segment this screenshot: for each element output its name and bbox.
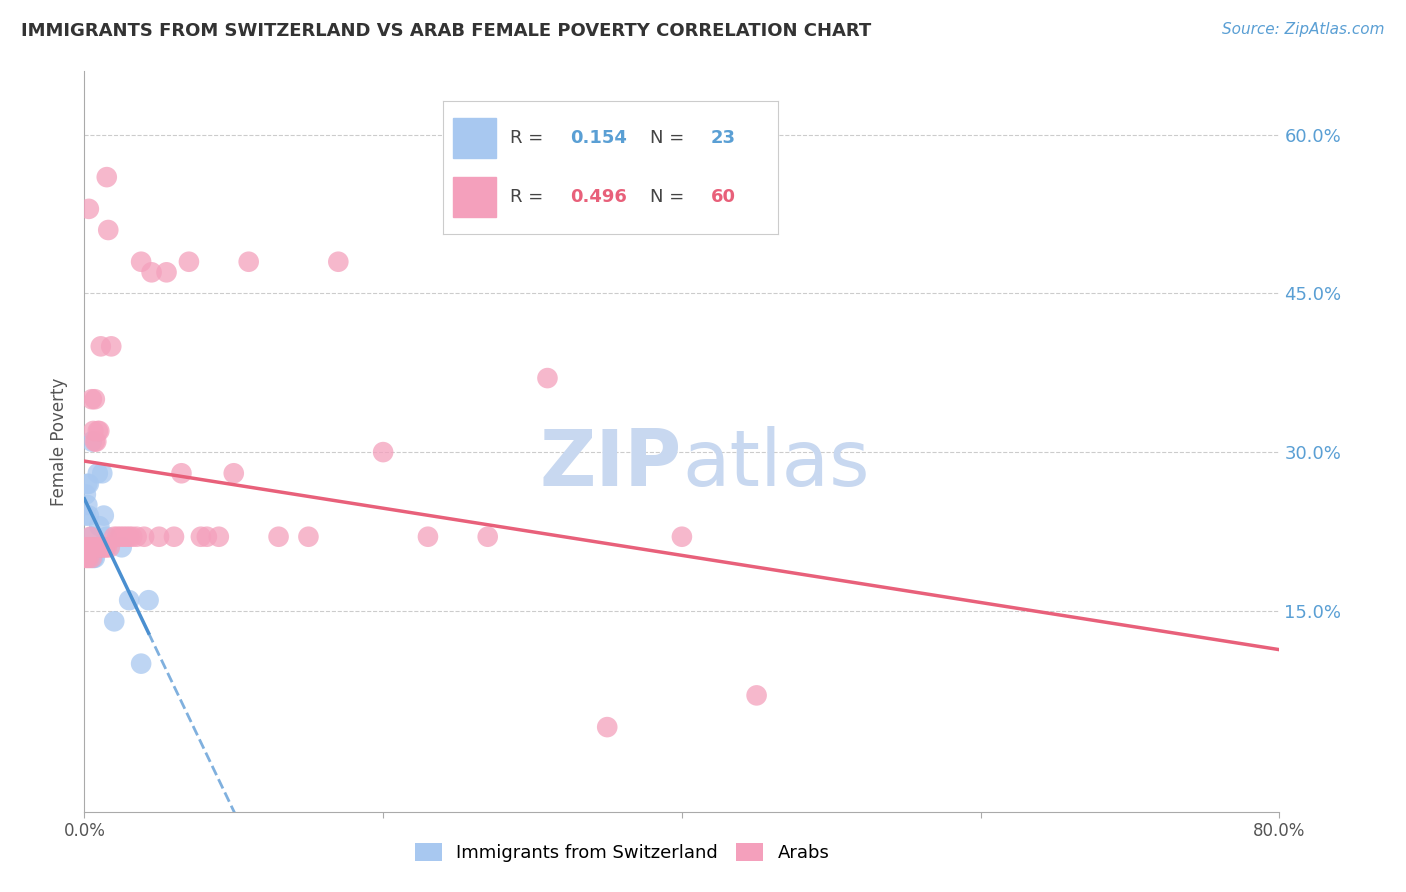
Point bbox=[94, 541, 117, 555]
Point bbox=[93, 541, 115, 555]
Text: atlas: atlas bbox=[682, 425, 869, 502]
Text: ZIP: ZIP bbox=[540, 425, 682, 502]
Point bbox=[77, 476, 100, 491]
Point bbox=[112, 530, 135, 544]
Point bbox=[96, 541, 118, 555]
Point bbox=[163, 530, 186, 544]
Point bbox=[190, 530, 212, 544]
Point bbox=[91, 541, 114, 555]
Point bbox=[98, 541, 121, 555]
Point bbox=[129, 254, 152, 268]
Point bbox=[129, 657, 152, 671]
Point bbox=[79, 530, 101, 544]
Text: Source: ZipAtlas.com: Source: ZipAtlas.com bbox=[1222, 22, 1385, 37]
Point bbox=[671, 530, 693, 544]
Point bbox=[328, 254, 350, 268]
Point bbox=[111, 541, 134, 555]
Point bbox=[83, 392, 105, 407]
Point bbox=[170, 467, 193, 481]
Point bbox=[297, 530, 319, 544]
Point bbox=[89, 519, 111, 533]
Point bbox=[79, 550, 101, 565]
Point bbox=[89, 541, 111, 555]
Point bbox=[76, 476, 98, 491]
Point bbox=[77, 508, 100, 523]
Point bbox=[79, 541, 101, 555]
Point bbox=[138, 593, 160, 607]
Legend: Immigrants from Switzerland, Arabs: Immigrants from Switzerland, Arabs bbox=[408, 836, 837, 870]
Point bbox=[75, 550, 97, 565]
Point bbox=[125, 530, 148, 544]
Point bbox=[477, 530, 499, 544]
Point bbox=[97, 223, 120, 237]
Point bbox=[103, 615, 125, 629]
Point bbox=[416, 530, 439, 544]
Point bbox=[83, 550, 105, 565]
Y-axis label: Female Poverty: Female Poverty bbox=[51, 377, 69, 506]
Point bbox=[89, 424, 111, 438]
Point bbox=[83, 434, 105, 449]
Point bbox=[155, 265, 177, 279]
Point bbox=[75, 541, 97, 555]
Point bbox=[222, 467, 245, 481]
Point bbox=[87, 467, 110, 481]
Point bbox=[103, 530, 125, 544]
Point bbox=[118, 530, 141, 544]
Point bbox=[93, 508, 115, 523]
Point bbox=[82, 541, 104, 555]
Point bbox=[77, 550, 100, 565]
Point bbox=[373, 445, 395, 459]
Point bbox=[105, 530, 128, 544]
Point bbox=[90, 339, 112, 353]
Point bbox=[267, 530, 290, 544]
Point bbox=[121, 530, 143, 544]
Point bbox=[148, 530, 170, 544]
Point bbox=[86, 541, 108, 555]
Point bbox=[132, 530, 156, 544]
Point bbox=[596, 720, 619, 734]
Point bbox=[76, 550, 98, 565]
Point bbox=[80, 550, 103, 565]
Point bbox=[141, 265, 163, 279]
Point bbox=[86, 434, 108, 449]
Point bbox=[96, 170, 118, 185]
Point bbox=[115, 530, 138, 544]
Point bbox=[195, 530, 218, 544]
Point bbox=[76, 498, 98, 512]
Point bbox=[118, 593, 141, 607]
Point bbox=[80, 392, 103, 407]
Point bbox=[177, 254, 200, 268]
Point bbox=[86, 541, 108, 555]
Point bbox=[238, 254, 260, 268]
Point bbox=[100, 339, 122, 353]
Point bbox=[80, 530, 103, 544]
Point bbox=[87, 541, 110, 555]
Text: IMMIGRANTS FROM SWITZERLAND VS ARAB FEMALE POVERTY CORRELATION CHART: IMMIGRANTS FROM SWITZERLAND VS ARAB FEMA… bbox=[21, 22, 872, 40]
Point bbox=[208, 530, 231, 544]
Point bbox=[91, 467, 114, 481]
Point bbox=[75, 508, 97, 523]
Point bbox=[110, 530, 132, 544]
Point bbox=[96, 530, 118, 544]
Point bbox=[745, 689, 768, 703]
Point bbox=[79, 541, 101, 555]
Point bbox=[82, 424, 104, 438]
Point bbox=[76, 541, 98, 555]
Point bbox=[87, 424, 110, 438]
Point bbox=[536, 371, 558, 385]
Point bbox=[77, 202, 100, 216]
Point bbox=[80, 434, 103, 449]
Point bbox=[75, 487, 97, 501]
Point bbox=[82, 550, 104, 565]
